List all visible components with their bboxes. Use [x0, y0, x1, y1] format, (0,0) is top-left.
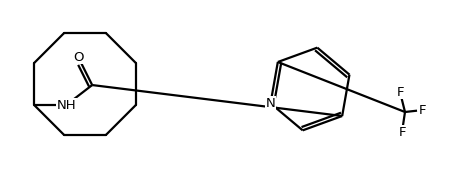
Text: N: N: [266, 97, 275, 110]
Text: O: O: [73, 51, 83, 64]
Text: F: F: [419, 104, 427, 116]
Text: F: F: [396, 85, 404, 98]
Text: NH: NH: [56, 99, 76, 112]
Text: F: F: [398, 125, 406, 138]
